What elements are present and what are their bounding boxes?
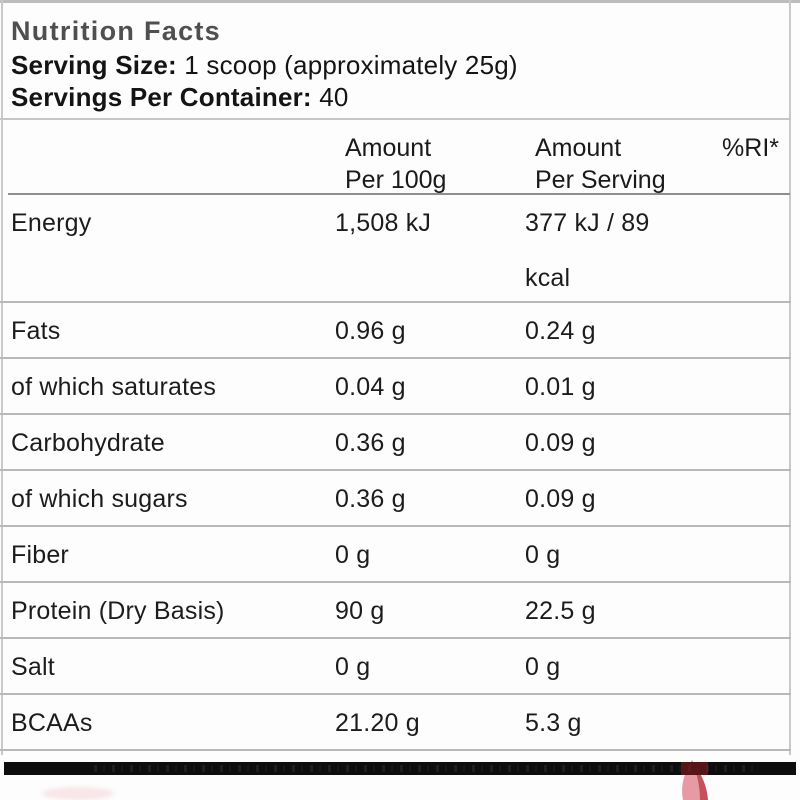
per-100g-value: 0.36 g — [335, 429, 406, 457]
servings-per-container-label: Servings Per Container: — [11, 82, 312, 112]
serving-size-label: Serving Size: — [11, 50, 177, 80]
per-100g-value: 0 g — [335, 653, 371, 681]
nutrition-table: Energy 1,508 kJ 377 kJ / 89 kcal Fats 0.9… — [0, 195, 791, 751]
serving-size-line: Serving Size: 1 scoop (approximately 25g… — [11, 49, 791, 81]
watermark-bar-overlap — [681, 762, 708, 775]
ri-value — [715, 415, 791, 469]
table-row-fiber: Fiber 0 g 0 g — [0, 527, 791, 583]
nutrient-name: Protein (Dry Basis) — [11, 597, 225, 625]
nutrient-name: BCAAs — [11, 709, 93, 737]
per-100g-value: 0.04 g — [335, 373, 406, 401]
per-100g-value: 21.20 g — [335, 709, 420, 737]
footnote-bar — [4, 762, 796, 775]
footnote-micro-text — [94, 765, 756, 772]
ri-value — [715, 639, 791, 693]
ri-value — [715, 195, 791, 301]
table-row-protein: Protein (Dry Basis) 90 g 22.5 g — [0, 583, 791, 639]
nutrient-name: Energy — [11, 209, 92, 237]
table-row-carbohydrate: Carbohydrate 0.36 g 0.09 g — [0, 415, 791, 471]
nutrient-name: Fiber — [11, 541, 69, 569]
table-row-fats: Fats 0.96 g 0.24 g — [0, 303, 791, 359]
per-100g-value: 0.36 g — [335, 485, 406, 513]
table-row-bcaas: BCAAs 21.20 g 5.3 g — [0, 695, 791, 751]
per-serving-value: 0.09 g — [525, 429, 596, 457]
per-serving-value: 0 g — [525, 653, 561, 681]
card-right-border — [789, 0, 791, 755]
table-row-energy: Energy 1,508 kJ 377 kJ / 89 kcal — [0, 195, 791, 303]
servings-per-container-value: 40 — [311, 82, 349, 112]
ri-value — [715, 695, 791, 749]
column-header-per-100g: Amount Per 100g — [345, 134, 447, 194]
ri-value — [715, 359, 791, 413]
nutrient-name: Fats — [11, 317, 61, 345]
per-100g-value: 1,508 kJ — [335, 209, 432, 237]
pink-smudge-artifact — [42, 787, 114, 800]
card-left-border — [1, 0, 3, 755]
ri-value — [715, 583, 791, 637]
ri-value — [715, 527, 791, 581]
table-top-rule — [8, 193, 790, 195]
per-serving-value: 0.24 g — [525, 317, 596, 345]
servings-per-container-line: Servings Per Container: 40 — [11, 81, 791, 113]
nutrient-name: Carbohydrate — [11, 429, 165, 457]
column-header-per-serving: Amount Per Serving — [535, 134, 666, 194]
label-header: Nutrition Facts Serving Size: 1 scoop (a… — [0, 0, 791, 113]
table-row-sugars: of which sugars 0.36 g 0.09 g — [0, 471, 791, 527]
per-100g-value: 0.96 g — [335, 317, 406, 345]
per-serving-value: 377 kJ / 89 kcal — [525, 195, 715, 301]
per-serving-value: 0.01 g — [525, 373, 596, 401]
card-top-border — [0, 0, 800, 3]
nutrient-name: of which saturates — [11, 373, 217, 401]
per-100g-value: 90 g — [335, 597, 385, 625]
ri-value — [715, 471, 791, 525]
per-serving-value-line1: 377 kJ / 89 — [525, 209, 650, 237]
table-row-salt: Salt 0 g 0 g — [0, 639, 791, 695]
header-divider — [0, 118, 791, 120]
label-title: Nutrition Facts — [11, 16, 222, 46]
table-row-saturates: of which saturates 0.04 g 0.01 g — [0, 359, 791, 415]
column-headers: Amount Per 100g Amount Per Serving %RI* — [0, 130, 791, 194]
nutrient-name: of which sugars — [11, 485, 188, 513]
per-serving-value: 0 g — [525, 541, 561, 569]
ri-value — [715, 303, 791, 357]
per-serving-value: 0.09 g — [525, 485, 596, 513]
column-header-ri: %RI* — [722, 134, 779, 162]
nutrient-name: Salt — [11, 653, 55, 681]
per-serving-value-line2: kcal — [525, 264, 571, 292]
per-100g-value: 0 g — [335, 541, 371, 569]
serving-size-value: 1 scoop (approximately 25g) — [176, 50, 518, 80]
per-serving-value: 5.3 g — [525, 709, 582, 737]
per-serving-value: 22.5 g — [525, 597, 596, 625]
